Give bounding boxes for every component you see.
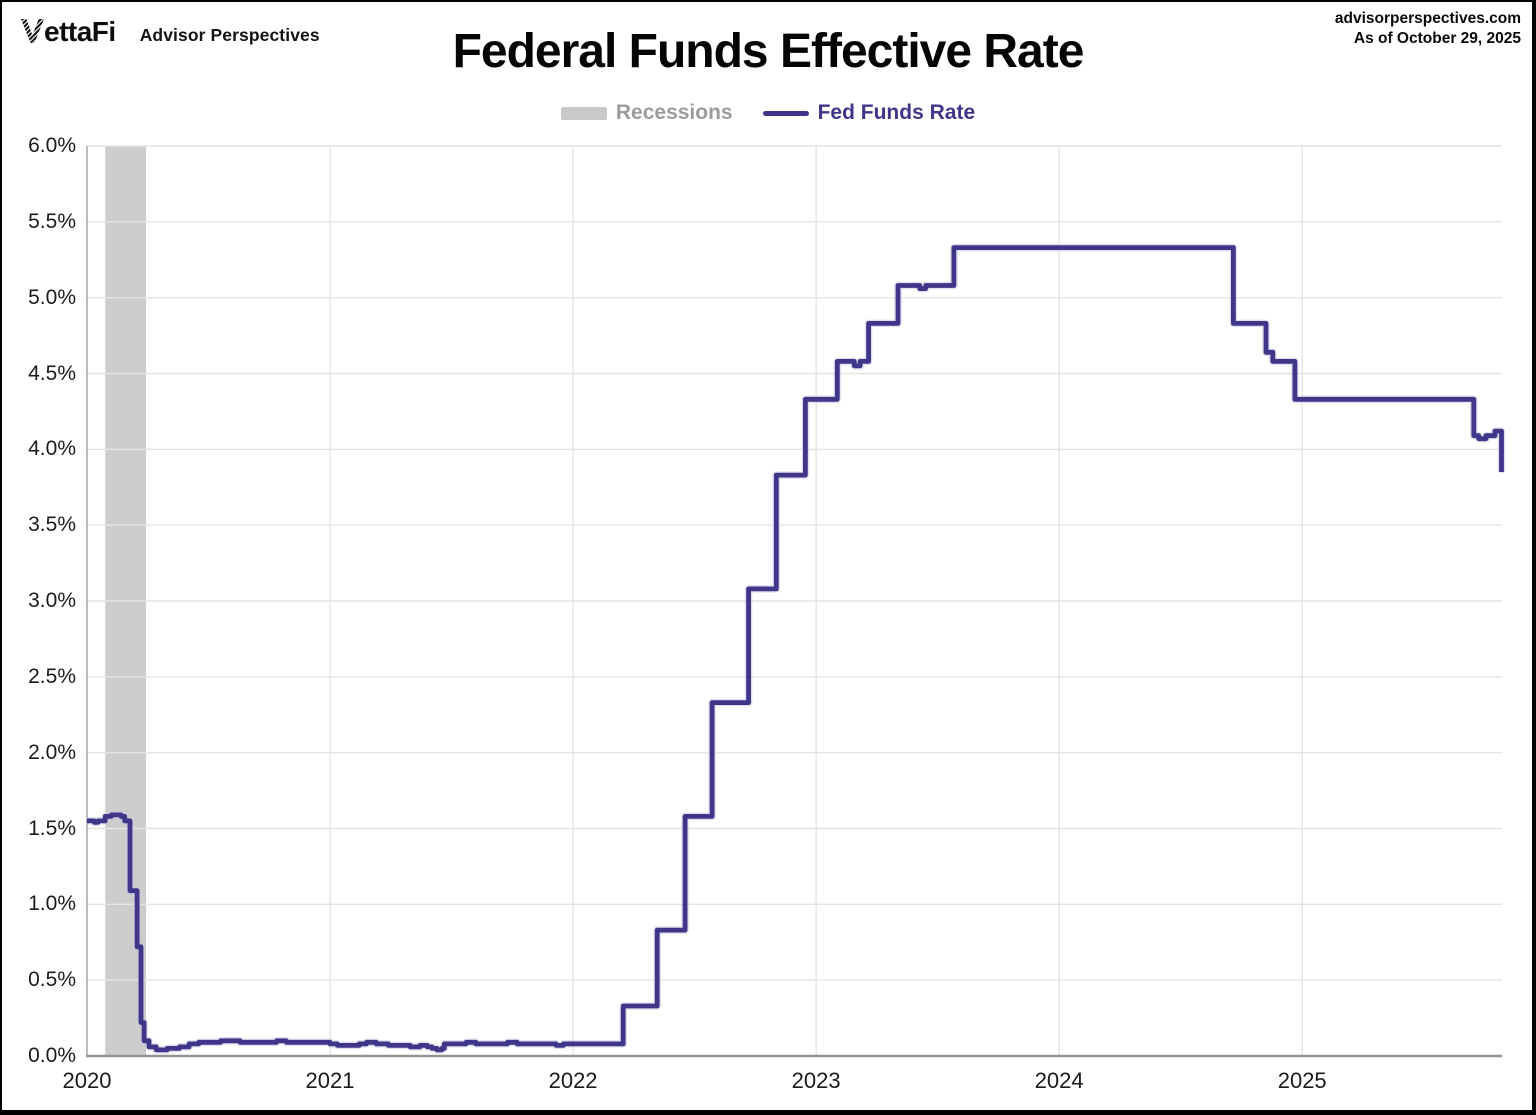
vettafi-logo-mark: ettaFi (20, 13, 116, 48)
line-swatch-icon (762, 110, 809, 116)
source-website: advisorperspectives.com (1334, 10, 1521, 27)
fed-funds-rate-line (87, 245, 1504, 1053)
source-asof-date: As of October 29, 2025 (1353, 30, 1521, 48)
fed-funds-line-halo (87, 243, 1506, 1054)
vettafi-logo: ettaFi Advisor Perspectives (20, 13, 320, 48)
legend-label-fed-funds-rate: Fed Funds Rate (817, 101, 976, 124)
page-title: Federal Funds Effective Rate (452, 25, 1085, 78)
recession-swatch-icon (560, 106, 607, 120)
source-attribution: advisorperspectives.com As of October 29… (1335, 9, 1521, 50)
legend-item-recessions: Recessions (560, 101, 733, 125)
chart-legend: Recessions Fed Funds Rate (0, 101, 1536, 125)
vettafi-logo-text: ettaFi (44, 16, 116, 47)
vettafi-v-icon (21, 19, 44, 43)
legend-label-recessions: Recessions (615, 101, 733, 124)
legend-item-fed-funds-rate: Fed Funds Rate (762, 101, 976, 125)
advisor-perspectives-label: Advisor Perspectives (139, 25, 320, 45)
